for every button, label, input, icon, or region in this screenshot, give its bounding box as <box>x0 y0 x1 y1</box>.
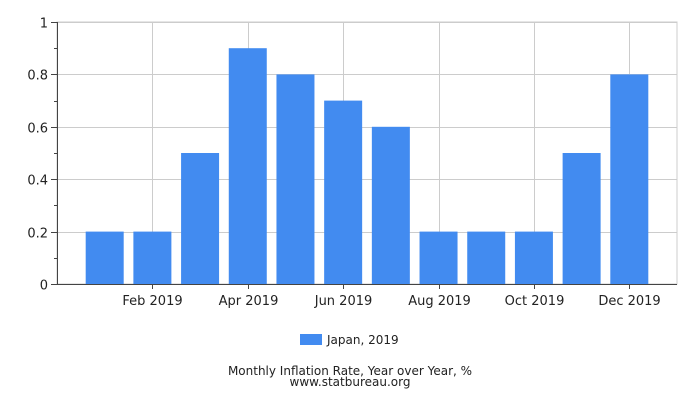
y-tick-label: 0 <box>40 279 48 294</box>
bars <box>85 48 649 285</box>
y-tick-label: 0.8 <box>27 69 48 84</box>
bar <box>467 231 506 284</box>
x-tick-label: Apr 2019 <box>219 294 279 309</box>
axes <box>51 22 677 289</box>
y-tick-labels: 0 0.2 0.4 0.6 0.8 1 <box>27 17 48 294</box>
bar <box>562 153 601 284</box>
legend-label-japan: Japan, 2019 <box>326 333 399 347</box>
y-tick-label: 0.6 <box>27 122 48 137</box>
x-tick-label: Feb 2019 <box>122 294 182 309</box>
legend-swatch <box>300 334 322 345</box>
bar <box>133 231 172 284</box>
y-tick-label: 1 <box>40 17 48 32</box>
bar <box>324 100 363 284</box>
y-tick-label: 0.2 <box>27 227 48 242</box>
x-tick-label: Oct 2019 <box>505 294 565 309</box>
bar <box>514 231 553 284</box>
x-tick-label: Jun 2019 <box>314 294 373 309</box>
bar <box>371 126 410 284</box>
bar <box>276 74 315 285</box>
bar <box>610 74 649 285</box>
bar <box>228 48 267 285</box>
chart-caption: Monthly Inflation Rate, Year over Year, … <box>228 364 472 378</box>
bar <box>85 231 124 284</box>
legend: Japan, 2019 <box>300 333 399 347</box>
y-tick-label: 0.4 <box>27 174 48 189</box>
x-tick-label: Dec 2019 <box>598 294 660 309</box>
x-tick-label: Aug 2019 <box>408 294 471 309</box>
x-tick-labels: Feb 2019 Apr 2019 Jun 2019 Aug 2019 Oct 2019… <box>122 294 660 309</box>
bar <box>419 231 458 284</box>
chart-source: www.statbureau.org <box>290 375 411 389</box>
bar <box>181 153 220 284</box>
